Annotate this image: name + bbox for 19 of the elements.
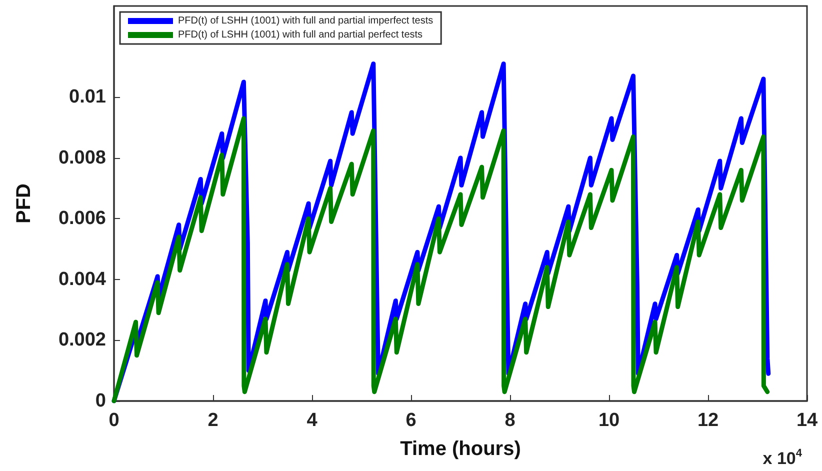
legend-label: PFD(t) of LSHH (1001) with full and partial perfect tests [178,30,423,40]
y-tick-label: 0.008 [58,147,106,168]
x-tick-label: 0 [108,410,120,431]
x-axis-title: Time (hours) [400,438,521,460]
line-series [112,116,770,404]
x-tick-label: 6 [406,410,416,431]
x-tick-label: 14 [796,410,818,431]
y-tick-label: 0.004 [58,268,106,290]
y-tick-label: 0.006 [58,208,106,230]
x-tick-label: 12 [697,410,719,431]
legend-label: PFD(t) of LSHH (1001) with full and partial imperfect tests [178,16,434,26]
x-tick-label: 8 [504,410,516,431]
x-tick-label: 4 [306,410,318,431]
x-tick-label: 10 [598,410,620,431]
x-tick-label: 2 [208,410,218,431]
y-tick-label: 0.01 [69,86,106,108]
y-tick-label: 0.002 [58,330,106,351]
y-axis-title: PFD [13,184,35,224]
y-tick-label: 0 [95,390,106,412]
